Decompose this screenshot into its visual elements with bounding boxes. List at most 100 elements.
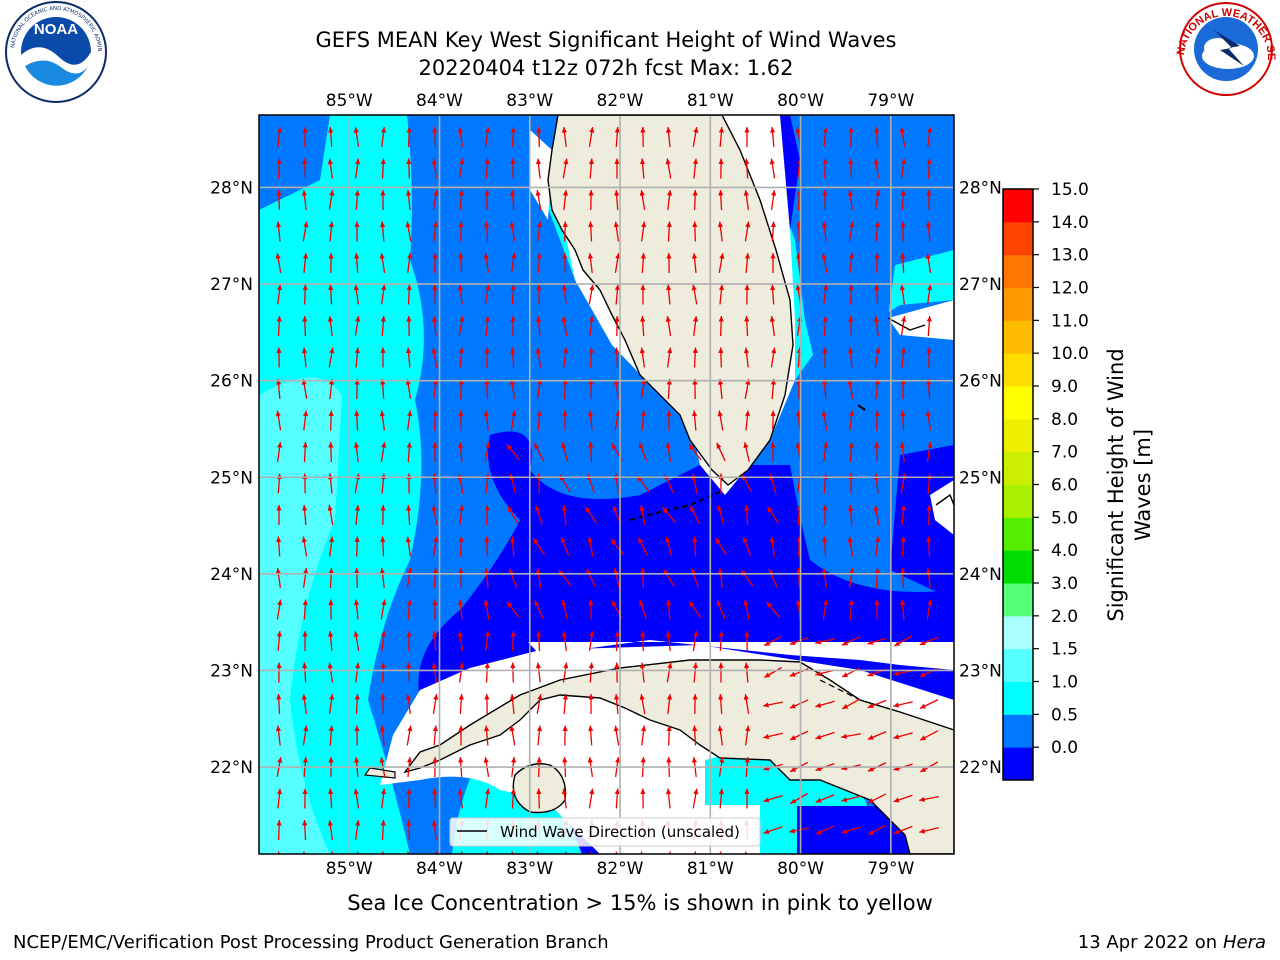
lon-label-top: 81°W [687,91,734,111]
wave-direction-arrow [718,788,725,809]
wave-direction-arrow [639,347,646,368]
wave-direction-arrow [744,725,751,746]
wave-direction-arrow [458,316,465,336]
wave-direction-arrow [432,441,438,463]
wave-direction-arrow [380,189,386,211]
wave-direction-arrow [562,347,569,368]
wave-direction-arrow [743,190,750,210]
wave-direction-arrow [510,126,516,148]
wave-direction-arrow [328,725,334,746]
wave-direction-arrow [302,158,308,179]
wave-direction-arrow [353,127,360,147]
wave-direction-arrow [926,126,933,148]
colorbar-segment [1003,681,1033,715]
wave-direction-arrow [744,630,750,652]
wave-direction-arrow [302,126,308,148]
wave-direction-arrow [841,795,861,803]
wave-direction-arrow [873,505,880,525]
wave-direction-arrow [692,725,698,746]
wave-direction-arrow [484,127,491,147]
wave-direction-arrow [900,378,906,400]
wave-direction-arrow [717,725,724,746]
wave-direction-arrow [380,693,386,715]
wave-direction-arrow [613,221,620,242]
arrow-legend: Wind Wave Direction (unscaled) [449,817,761,847]
wave-direction-arrow [637,537,649,556]
wave-direction-arrow [919,636,939,646]
colorbar-segment [1003,254,1033,288]
wave-direction-arrow [692,189,698,211]
wave-direction-arrow [457,127,464,147]
wave-direction-arrow [822,158,828,179]
lon-label-top: 84°W [416,91,463,111]
wave-direction-arrow [536,788,542,809]
wave-direction-arrow [900,347,907,368]
wave-direction-arrow [744,127,750,147]
colorbar-segment [1003,714,1033,748]
wave-direction-arrow [276,158,282,179]
wave-direction-arrow [327,820,334,840]
wave-direction-arrow [815,794,835,803]
wave-direction-arrow [743,347,750,368]
wave-direction-arrow [764,666,782,679]
wave-direction-arrow [327,158,334,179]
wave-direction-arrow [665,442,672,462]
wave-direction-arrow [692,378,698,400]
wave-direction-arrow [536,410,542,431]
wave-direction-arrow [900,221,906,242]
wave-direction-arrow [744,252,751,274]
wave-direction-arrow [354,567,360,589]
colorbar-tick-label: 13.0 [1051,246,1089,266]
wave-direction-arrow [822,505,828,525]
sea-ice-note: Sea Ice Concentration > 15% is shown in … [347,891,933,915]
wave-direction-arrow [328,599,334,620]
wave-direction-arrow [457,631,464,651]
wave-direction-arrow [614,315,620,337]
wave-direction-arrow [379,253,386,273]
wave-direction-arrow [406,126,412,148]
wave-direction-arrow [380,788,387,809]
wave-direction-arrow [640,630,646,652]
wave-direction-arrow [380,284,387,305]
wave-direction-arrow [276,788,283,809]
wave-direction-arrow [275,410,282,431]
wave-direction-arrow [354,347,361,368]
wave-direction-arrow [919,859,938,865]
wave-direction-arrow [789,827,809,834]
wave-direction-arrow [328,252,334,274]
wave-direction-arrow [561,442,569,462]
wave-direction-arrow [458,504,465,526]
wave-direction-arrow [717,410,724,431]
wave-direction-arrow [770,410,776,431]
wave-direction-arrow [405,379,412,399]
wave-direction-arrow [354,189,360,211]
wave-direction-arrow [406,568,413,588]
wave-direction-arrow [587,536,594,557]
wave-direction-arrow [848,284,854,305]
wave-direction-arrow [536,630,542,652]
colorbar-segment [1003,189,1033,223]
wave-direction-arrow [743,599,750,620]
wave-direction-arrow [561,631,568,651]
wave-direction-arrow [769,158,776,179]
wave-direction-arrow [692,662,699,683]
wave-direction-arrow [770,284,776,305]
wave-direction-arrow [639,190,646,210]
wave-direction-arrow [405,347,412,368]
colorbar-tick-label: 7.0 [1051,443,1078,463]
wave-direction-arrow [431,347,438,368]
nws-ring-text: NATIONAL WEATHER SERVICE [0,0,1277,61]
wave-direction-arrow [562,725,568,746]
wave-direction-arrow [613,693,620,715]
wave-direction-arrow [301,347,308,368]
wave-direction-arrow [639,158,646,179]
wave-direction-arrow [822,315,828,337]
wave-direction-arrow [926,347,932,368]
wave-direction-arrow [587,252,594,274]
wave-direction-arrow [379,567,386,589]
colorbar-tick-label: 0.5 [1051,705,1078,725]
wave-direction-arrow [302,315,308,337]
wave-direction-arrow [458,725,464,746]
lat-label-left: 23°N [210,661,253,681]
wave-direction-arrow [900,158,907,179]
